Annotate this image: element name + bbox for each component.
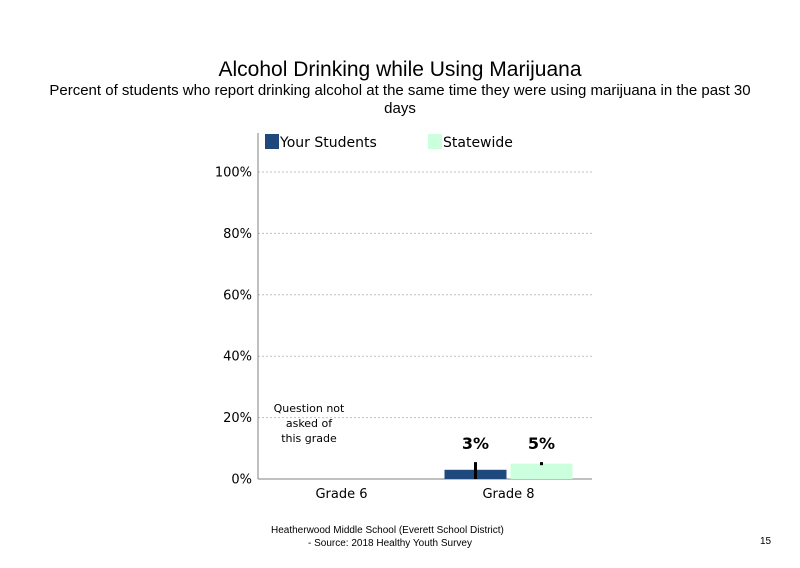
x-axis-labels: Grade 6 Grade 8 [315,487,534,502]
y-axis-ticks: 0% 20% 40% 60% 80% 100% [215,166,252,488]
data-label: 5% [528,434,555,453]
x-tick-label: Grade 6 [315,487,367,502]
gridlines [258,171,592,419]
footer-source: - Source: 2018 Healthy Youth Survey [308,538,472,549]
x-tick-label: Grade 8 [482,487,534,502]
y-tick-label: 100% [215,166,252,181]
legend-label-your-students: Your Students [279,135,377,151]
legend: Your Students Statewide [265,134,513,151]
legend-swatch-statewide [428,134,442,149]
chart-subtitle: Percent of students who report drinking … [49,82,751,117]
footer-school: Heatherwood Middle School (Everett Schoo… [271,525,504,536]
bars: 3% 5% [444,434,573,479]
data-label: 3% [462,434,489,453]
bar-statewide [510,463,573,479]
legend-label-statewide: Statewide [443,135,513,151]
page-number: 15 [760,536,772,547]
y-tick-label: 80% [223,227,252,242]
legend-swatch-your-students [265,134,279,149]
y-tick-label: 0% [231,473,252,488]
y-tick-label: 60% [223,288,252,303]
annotation-line-3: this grade [281,432,337,445]
y-tick-label: 20% [223,411,252,426]
annotation-line-1: Question not [274,402,345,415]
annotation-line-2: asked of [286,417,333,430]
y-tick-label: 40% [223,350,252,365]
not-asked-annotation: Question not asked of this grade [274,402,345,445]
chart-title: Alcohol Drinking while Using Marijuana [218,58,582,81]
